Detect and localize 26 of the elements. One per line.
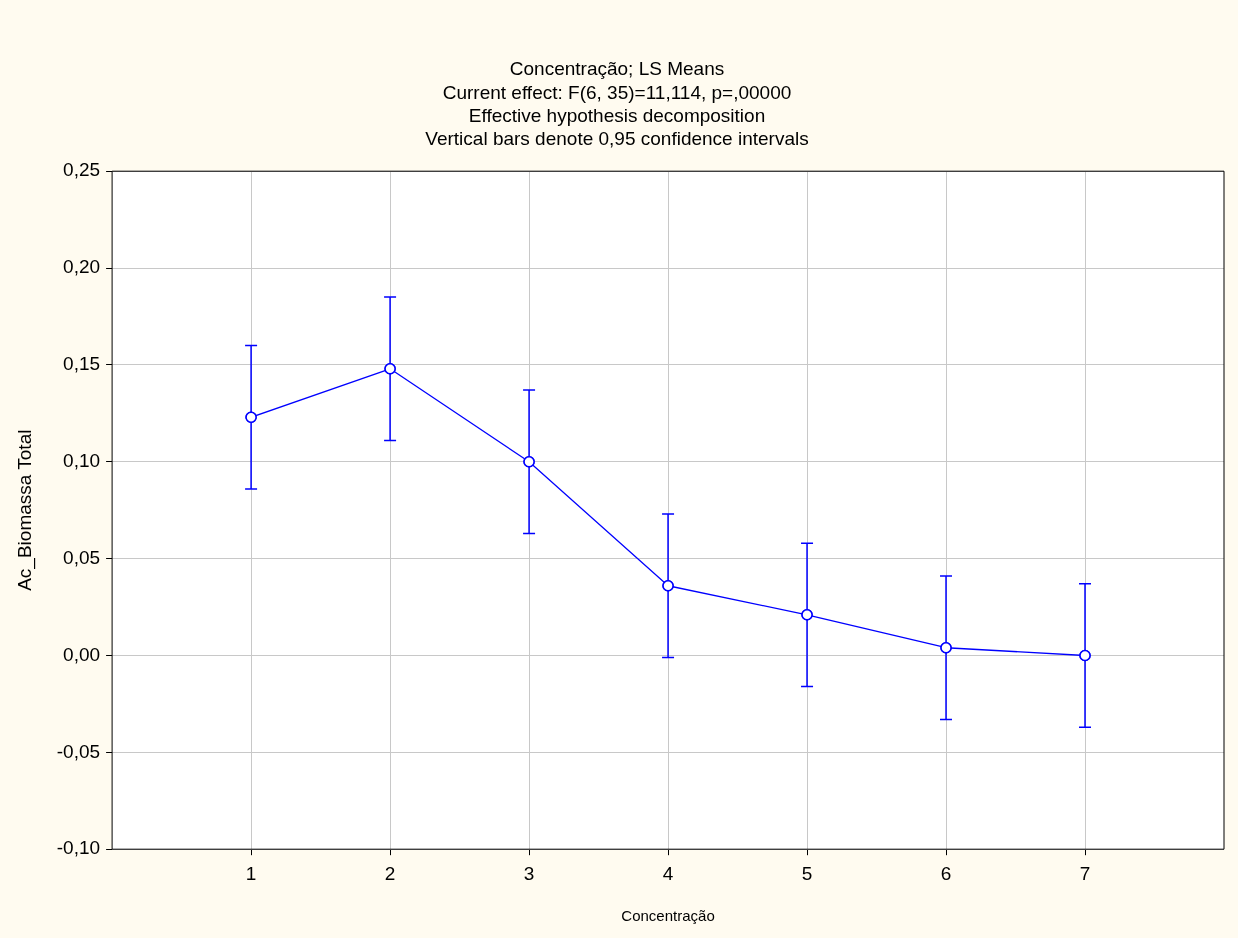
y-tick-label: 0,25 — [63, 159, 101, 181]
x-tick-label: 1 — [245, 862, 257, 884]
y-tick-label: 0,10 — [63, 450, 101, 472]
x-tick-label: 4 — [662, 862, 674, 884]
x-tick-label: 3 — [523, 862, 535, 884]
x-tick-label: 7 — [1079, 862, 1091, 884]
point — [384, 363, 396, 375]
x-tick-label: 6 — [940, 862, 952, 884]
x-tick-label: 5 — [801, 862, 813, 884]
y-tick-label: -0,10 — [56, 837, 101, 859]
chart-title: Concentração; LS Means — [509, 57, 725, 79]
point — [662, 580, 674, 592]
y-tick-label: -0,05 — [56, 740, 101, 762]
y-tick-label: 0,00 — [63, 643, 101, 665]
point — [523, 456, 535, 468]
point — [245, 411, 257, 423]
x-tick-label: 2 — [384, 862, 396, 884]
point — [801, 609, 813, 621]
point — [1079, 649, 1091, 662]
x-axis-title: Concentração — [621, 907, 715, 925]
point — [940, 641, 952, 654]
y-tick-label: 0,05 — [63, 546, 101, 568]
y-tick-label: 0,20 — [63, 256, 101, 278]
y-tick-label: 0,15 — [63, 353, 101, 375]
y-axis-title: Ac_Biomassa Total — [13, 429, 36, 591]
chart-subtitle: Current effect: F(6, 35)=11,114, p=,00000 Effective hypothesis decomposition Vertical bars denote 0,95 confidence intervals — [425, 82, 809, 150]
